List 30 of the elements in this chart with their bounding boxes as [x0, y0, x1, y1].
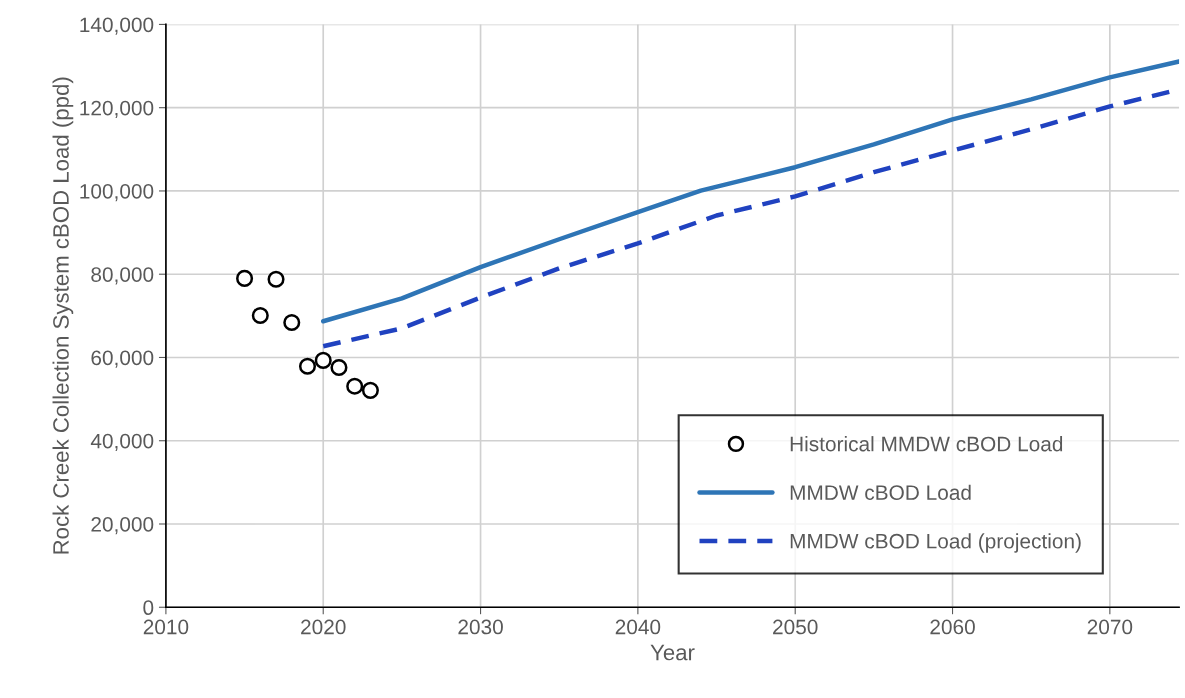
y-tick-label: 60,000	[91, 350, 154, 368]
x-tick-label: 2070	[1087, 619, 1133, 635]
point	[346, 377, 364, 395]
x-tick-label: 2020	[301, 619, 346, 635]
x-tick-label: 2030	[458, 619, 503, 635]
y-tick-label: 40,000	[90, 433, 154, 451]
point	[267, 270, 285, 288]
point	[298, 357, 317, 375]
x-tick-label: 2010	[143, 619, 189, 635]
y-tick-label: 20,000	[91, 517, 154, 535]
y-tick-label: 120,000	[80, 100, 154, 118]
x-axis-title: Year	[650, 644, 695, 661]
y-tick-label: 100,000	[80, 183, 154, 202]
point	[251, 306, 269, 324]
point	[283, 313, 301, 332]
x-tick-label: 2050	[773, 619, 818, 635]
y-tick-label: 80,000	[91, 267, 154, 285]
x-tick-label: 2040	[615, 619, 661, 635]
y-axis-title: Rock Creek Collection System cBOD Load (ppd)	[52, 77, 74, 554]
y-tick-label: 0	[143, 600, 154, 616]
legend-label: MMDW cBOD Load (projection)	[790, 533, 1081, 553]
point	[236, 269, 254, 287]
line-series	[321, 59, 1180, 324]
point	[361, 381, 379, 399]
point	[330, 358, 348, 376]
x-tick-label: 2060	[930, 619, 975, 635]
point	[314, 351, 332, 369]
y-tick-label: 140,000	[80, 17, 154, 35]
legend-label: MMDW cBOD Load	[790, 484, 971, 500]
legend-label: Historical MMDW cBOD Load	[790, 436, 1063, 452]
